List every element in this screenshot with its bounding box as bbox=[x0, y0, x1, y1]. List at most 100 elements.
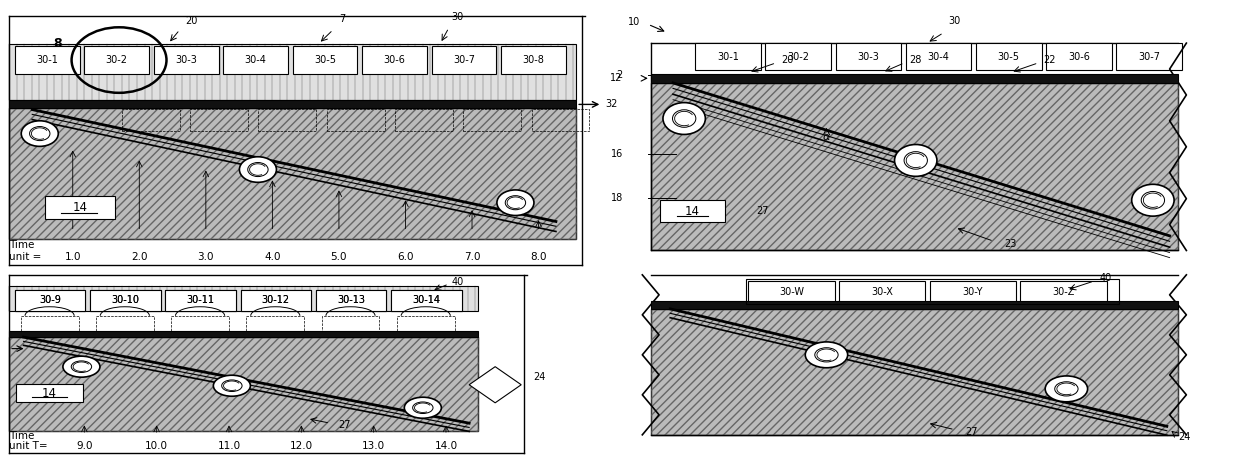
Text: Time: Time bbox=[9, 241, 35, 250]
FancyBboxPatch shape bbox=[247, 316, 304, 336]
FancyBboxPatch shape bbox=[9, 330, 477, 337]
FancyBboxPatch shape bbox=[651, 309, 1178, 435]
FancyBboxPatch shape bbox=[651, 301, 1178, 309]
Text: 20: 20 bbox=[185, 16, 197, 26]
Text: 4.0: 4.0 bbox=[264, 252, 280, 263]
Text: 30-5: 30-5 bbox=[998, 52, 1019, 62]
FancyBboxPatch shape bbox=[660, 200, 725, 222]
FancyBboxPatch shape bbox=[9, 44, 577, 100]
Circle shape bbox=[894, 145, 937, 176]
FancyBboxPatch shape bbox=[839, 281, 925, 302]
Text: 14: 14 bbox=[42, 387, 57, 400]
Text: 30-13: 30-13 bbox=[337, 295, 365, 305]
Text: α: α bbox=[823, 132, 830, 142]
FancyBboxPatch shape bbox=[432, 46, 496, 74]
FancyBboxPatch shape bbox=[696, 43, 761, 70]
Text: 30-9: 30-9 bbox=[40, 295, 61, 305]
Text: 7: 7 bbox=[339, 14, 345, 24]
FancyBboxPatch shape bbox=[501, 46, 565, 74]
Text: 30-W: 30-W bbox=[779, 286, 804, 297]
Text: 30-Z: 30-Z bbox=[1053, 286, 1075, 297]
FancyBboxPatch shape bbox=[91, 290, 161, 311]
Circle shape bbox=[805, 342, 848, 368]
Text: 30: 30 bbox=[949, 16, 961, 26]
FancyBboxPatch shape bbox=[165, 290, 236, 311]
Text: 30-11: 30-11 bbox=[187, 295, 215, 305]
Text: 30-8: 30-8 bbox=[522, 55, 544, 65]
Text: 9.0: 9.0 bbox=[76, 441, 93, 451]
Text: 3.0: 3.0 bbox=[197, 252, 215, 263]
Text: 6.0: 6.0 bbox=[397, 252, 414, 263]
FancyBboxPatch shape bbox=[9, 101, 577, 109]
Text: 30-10: 30-10 bbox=[112, 295, 139, 305]
Text: 20: 20 bbox=[781, 55, 794, 65]
Text: unit =: unit = bbox=[9, 252, 45, 263]
Text: 30-13: 30-13 bbox=[337, 295, 365, 305]
Circle shape bbox=[1045, 376, 1087, 402]
Text: 40: 40 bbox=[451, 277, 464, 287]
FancyBboxPatch shape bbox=[91, 290, 161, 311]
Polygon shape bbox=[469, 367, 521, 403]
FancyBboxPatch shape bbox=[362, 46, 427, 74]
FancyBboxPatch shape bbox=[15, 290, 86, 311]
FancyBboxPatch shape bbox=[241, 290, 311, 311]
Text: 12: 12 bbox=[610, 73, 622, 83]
Text: Time: Time bbox=[9, 431, 35, 441]
Text: 23: 23 bbox=[1004, 239, 1017, 249]
Text: 30-5: 30-5 bbox=[314, 55, 336, 65]
Text: 16: 16 bbox=[610, 149, 622, 159]
FancyBboxPatch shape bbox=[391, 290, 461, 311]
Text: 14.0: 14.0 bbox=[434, 441, 458, 451]
Text: 22: 22 bbox=[1043, 55, 1056, 65]
Text: 28: 28 bbox=[910, 55, 921, 65]
Text: 27: 27 bbox=[965, 427, 978, 437]
Text: 24: 24 bbox=[533, 372, 546, 381]
FancyBboxPatch shape bbox=[930, 281, 1016, 302]
Text: 30-4: 30-4 bbox=[928, 52, 950, 62]
Text: 40: 40 bbox=[1100, 273, 1111, 283]
FancyBboxPatch shape bbox=[15, 290, 86, 311]
Text: 30-12: 30-12 bbox=[262, 295, 290, 305]
Text: 13.0: 13.0 bbox=[362, 441, 386, 451]
Circle shape bbox=[63, 356, 100, 377]
Text: 30-12: 30-12 bbox=[262, 295, 290, 305]
Text: 8: 8 bbox=[53, 37, 62, 50]
Circle shape bbox=[213, 375, 250, 396]
Text: 30-11: 30-11 bbox=[187, 295, 215, 305]
Text: 14: 14 bbox=[72, 201, 87, 214]
Text: 30-2: 30-2 bbox=[105, 55, 128, 65]
FancyBboxPatch shape bbox=[9, 109, 577, 240]
Circle shape bbox=[663, 102, 706, 134]
Text: 30-3: 30-3 bbox=[175, 55, 197, 65]
FancyBboxPatch shape bbox=[1116, 43, 1182, 70]
Text: 30-4: 30-4 bbox=[244, 55, 267, 65]
Text: 12.0: 12.0 bbox=[290, 441, 312, 451]
Circle shape bbox=[239, 157, 277, 183]
Text: 30-7: 30-7 bbox=[453, 55, 475, 65]
FancyBboxPatch shape bbox=[9, 286, 477, 311]
FancyBboxPatch shape bbox=[391, 290, 461, 311]
FancyBboxPatch shape bbox=[316, 290, 387, 311]
Text: 30-Y: 30-Y bbox=[962, 286, 983, 297]
Text: 30: 30 bbox=[451, 12, 464, 22]
FancyBboxPatch shape bbox=[165, 290, 236, 311]
Text: 30-6: 30-6 bbox=[1068, 52, 1090, 62]
FancyBboxPatch shape bbox=[15, 46, 79, 74]
FancyBboxPatch shape bbox=[321, 316, 379, 336]
FancyBboxPatch shape bbox=[9, 337, 477, 431]
Circle shape bbox=[497, 190, 534, 215]
FancyBboxPatch shape bbox=[223, 46, 288, 74]
Text: 10.0: 10.0 bbox=[145, 441, 169, 451]
FancyBboxPatch shape bbox=[397, 316, 455, 336]
Text: 30-9: 30-9 bbox=[40, 295, 61, 305]
FancyBboxPatch shape bbox=[748, 281, 835, 302]
FancyBboxPatch shape bbox=[21, 316, 78, 336]
Text: 30-2: 30-2 bbox=[787, 52, 810, 62]
FancyBboxPatch shape bbox=[765, 43, 831, 70]
Text: 2.0: 2.0 bbox=[131, 252, 148, 263]
Text: 27: 27 bbox=[339, 420, 351, 430]
FancyBboxPatch shape bbox=[154, 46, 218, 74]
Circle shape bbox=[404, 397, 441, 418]
Text: 30-1: 30-1 bbox=[36, 55, 58, 65]
FancyBboxPatch shape bbox=[241, 290, 311, 311]
